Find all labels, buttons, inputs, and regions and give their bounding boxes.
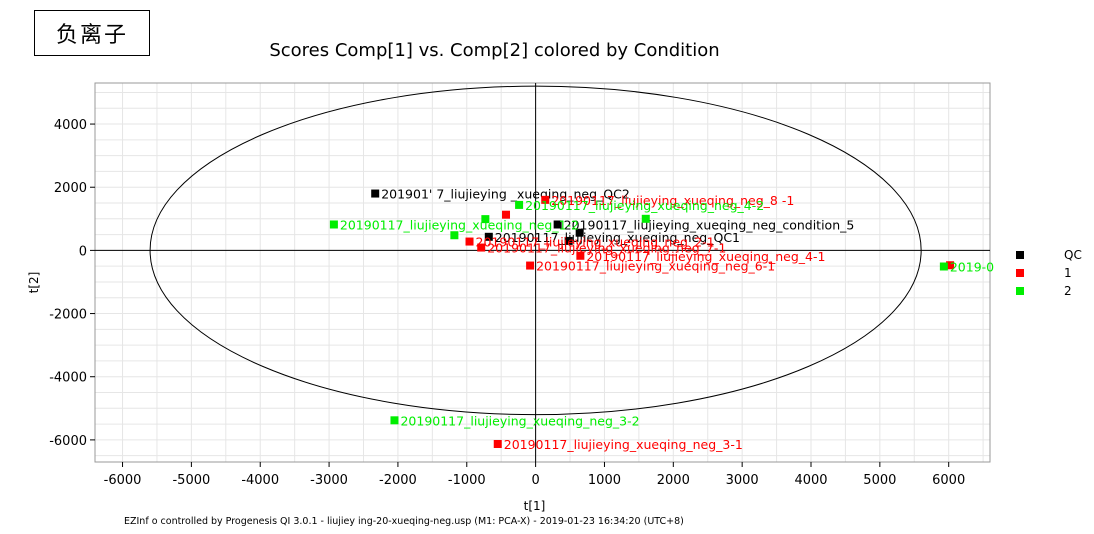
series-qc-point xyxy=(484,232,493,241)
series-1-point-label: 20190117_liujieying_xueqing_neg_7-1 xyxy=(487,241,726,256)
series-qc-point xyxy=(564,236,573,245)
series-1-point-label: 20190117_liujieying_xueqing_neg_8 -1 xyxy=(551,193,794,208)
series-1-point-label: 20190117_liujieying_xueqing_neg_2-1 xyxy=(476,235,715,250)
footer-caption: EZInf o controlled by Progenesis QI 3.0.… xyxy=(124,516,684,527)
series-2-point-label: 20190117_liujieying_xueqing_neg_3-2 xyxy=(400,413,639,428)
x-tick-label: 3000 xyxy=(726,473,759,488)
y-tick-label: 2000 xyxy=(54,181,87,196)
x-tick-label: 0 xyxy=(531,473,539,488)
plot-frame xyxy=(94,82,991,463)
series-1-point-label: 20190117_liujieying_xueqing_neg_3-1 xyxy=(504,437,743,452)
legend-item-2: 2 xyxy=(1016,282,1082,300)
series-1-point xyxy=(493,439,502,448)
series-1-point-label: 20190117_liujieying_xueqing_neg_4-1 xyxy=(586,249,825,264)
series-2-point xyxy=(481,215,490,224)
y-tick-label: -2000 xyxy=(49,308,87,323)
series-2-point-label: 2019-0 xyxy=(950,259,994,274)
x-axis-label: t[1] xyxy=(524,499,546,513)
legend-item-qc: QC xyxy=(1016,246,1082,264)
legend-item-1: 1 xyxy=(1016,264,1082,282)
series-1-point-label: 20190117_liujieying_xueqing_neg_6-1 xyxy=(536,259,775,274)
series-2-point-label: 20190117_liujieying_xueqing_neg_4-2 xyxy=(525,198,764,213)
series-qc-point-label: 20190117_liujieying_xueqing_neg_conditio… xyxy=(564,217,855,232)
legend-swatch-1 xyxy=(1016,269,1024,277)
chart-legend: QC 1 2 xyxy=(1016,246,1082,300)
x-tick-label: 1000 xyxy=(588,473,621,488)
legend-label-1: 1 xyxy=(1064,266,1072,280)
y-tick-label: 0 xyxy=(79,244,87,259)
x-tick-label: -3000 xyxy=(310,473,348,488)
series-1-point xyxy=(946,261,955,270)
x-tick-label: 6000 xyxy=(932,473,965,488)
x-tick-label: -5000 xyxy=(172,473,210,488)
x-tick-label: 4000 xyxy=(794,473,827,488)
y-tick-label: -4000 xyxy=(49,371,87,386)
x-tick-label: -4000 xyxy=(241,473,279,488)
y-tick-label: -6000 xyxy=(49,434,87,449)
legend-swatch-2 xyxy=(1016,287,1024,295)
x-tick-label: -1000 xyxy=(448,473,486,488)
x-tick-label: -6000 xyxy=(104,473,142,488)
series-qc-point-label: 20190117_liujieying_xueqing_neg_QC1 xyxy=(495,230,740,245)
series-2-point xyxy=(515,200,524,209)
legend-label-2: 2 xyxy=(1064,284,1072,298)
chart-title: Scores Comp[1] vs. Comp[2] colored by Co… xyxy=(269,40,720,61)
y-tick-label: 4000 xyxy=(54,118,87,133)
series-1-point xyxy=(465,237,474,246)
series-1-point xyxy=(541,195,550,204)
series-2-point xyxy=(641,214,650,223)
series-2-point xyxy=(450,231,459,240)
legend-swatch-qc xyxy=(1016,251,1024,259)
legend-label-qc: QC xyxy=(1064,248,1082,262)
series-qc-point xyxy=(575,228,584,237)
series-1-point xyxy=(477,243,486,252)
x-tick-label: 5000 xyxy=(863,473,896,488)
series-2-point xyxy=(939,262,948,271)
series-1-point xyxy=(502,210,511,219)
x-tick-label: 2000 xyxy=(657,473,690,488)
series-1-point xyxy=(576,251,585,260)
series-qc-point-label: 201901' 7_liujieying _xueqing_neg_QC2 xyxy=(381,187,630,202)
x-tick-label: -2000 xyxy=(379,473,417,488)
series-2-point-label: 20190117_liujieying_xueqing_neg_1-2 xyxy=(340,217,579,232)
series-2-point xyxy=(390,416,399,425)
y-axis-label: t[2] xyxy=(27,272,41,294)
series-qc-point xyxy=(371,189,380,198)
series-2-point xyxy=(329,220,338,229)
series-1-point xyxy=(526,261,535,270)
negative-ion-badge: 负离子 xyxy=(34,10,150,56)
series-qc-point xyxy=(553,220,562,229)
hotelling-ellipse xyxy=(149,85,922,416)
